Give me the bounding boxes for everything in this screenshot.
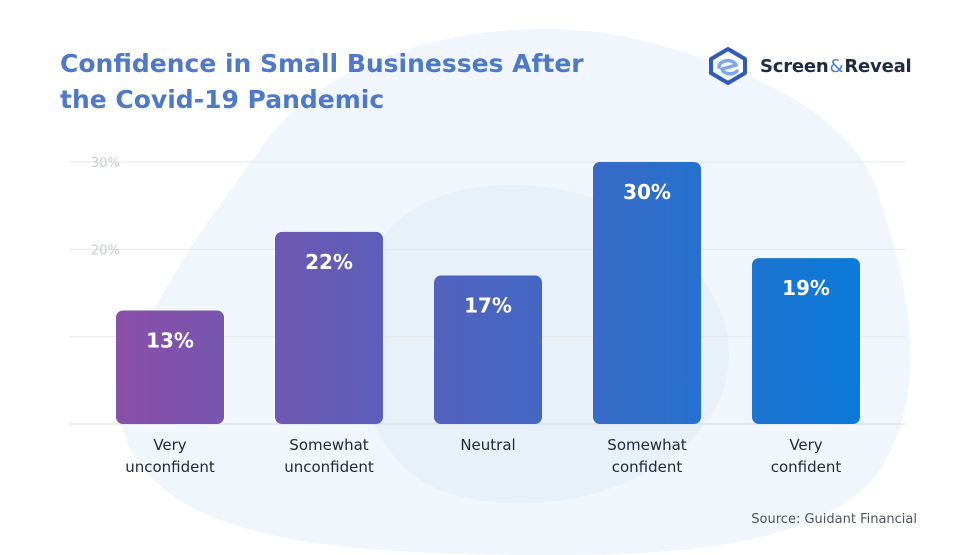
x-tick-label: unconfident [284, 458, 374, 476]
bar [593, 162, 701, 424]
brand-name: Screen&Reveal [760, 56, 912, 77]
data-label: 22% [305, 250, 353, 274]
data-label: 13% [146, 328, 194, 352]
brand-name-left: Screen [760, 55, 829, 77]
x-tick-label: Very [789, 436, 822, 454]
x-tick-label: confident [771, 458, 842, 476]
brand-name-amp: & [829, 55, 844, 77]
brand-name-right: Reveal [844, 55, 912, 77]
bar [116, 310, 224, 424]
bar [752, 258, 860, 424]
y-tick-label: 20% [91, 243, 120, 258]
x-tick-label: Neutral [460, 436, 515, 454]
data-label: 17% [464, 294, 512, 318]
bar [434, 275, 542, 424]
data-label: 19% [782, 276, 830, 300]
brand-logo: Screen&Reveal [706, 44, 912, 88]
x-tick-label: confident [612, 458, 683, 476]
source-note: Source: Guidant Financial [751, 512, 917, 527]
page-title: Confidence in Small Businesses After the… [60, 49, 584, 114]
data-label: 30% [623, 180, 671, 204]
x-tick-label: Somewhat [607, 436, 687, 454]
bar [275, 231, 383, 424]
x-tick-label: Somewhat [289, 436, 369, 454]
y-tick-label: 30% [91, 156, 120, 171]
x-tick-label: unconfident [125, 458, 215, 476]
screen-reveal-logo-icon [709, 47, 747, 85]
x-tick-label: Very [153, 436, 186, 454]
